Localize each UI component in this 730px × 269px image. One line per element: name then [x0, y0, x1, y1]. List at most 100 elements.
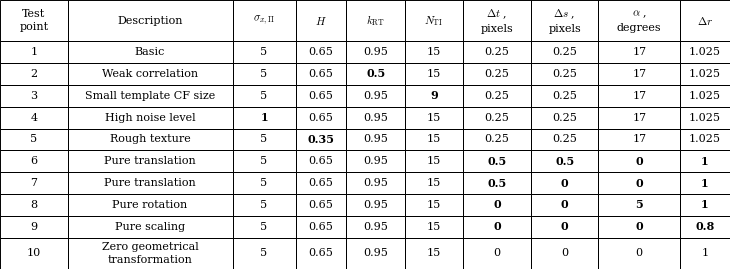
Bar: [531, 172, 599, 194]
Bar: [405, 107, 464, 129]
Bar: [680, 238, 730, 269]
Text: 1.025: 1.025: [689, 134, 721, 144]
Bar: [347, 172, 405, 194]
Text: 0.65: 0.65: [309, 178, 334, 188]
Bar: [405, 238, 464, 269]
Bar: [296, 129, 347, 150]
Bar: [405, 129, 464, 150]
Text: $k_{\mathrm{RT}}$: $k_{\mathrm{RT}}$: [366, 13, 385, 28]
Text: 17: 17: [632, 47, 646, 57]
Text: 0.35: 0.35: [307, 134, 334, 145]
Bar: [68, 107, 233, 129]
Text: 5: 5: [261, 178, 268, 188]
Bar: [347, 41, 405, 63]
Bar: [680, 0, 730, 41]
Text: Pure scaling: Pure scaling: [115, 222, 185, 232]
Bar: [296, 172, 347, 194]
Bar: [0, 172, 68, 194]
Text: 5: 5: [261, 248, 268, 258]
Bar: [0, 85, 68, 107]
Text: 17: 17: [632, 134, 646, 144]
Bar: [233, 194, 296, 216]
Bar: [680, 107, 730, 129]
Bar: [599, 41, 680, 63]
Bar: [233, 0, 296, 41]
Bar: [599, 172, 680, 194]
Text: 5: 5: [261, 134, 268, 144]
Text: 7: 7: [31, 178, 37, 188]
Text: 5: 5: [261, 69, 268, 79]
Text: 0.25: 0.25: [485, 47, 510, 57]
Text: Pure rotation: Pure rotation: [112, 200, 188, 210]
Bar: [531, 85, 599, 107]
Bar: [233, 85, 296, 107]
Text: 0.25: 0.25: [552, 69, 577, 79]
Text: 15: 15: [427, 113, 441, 123]
Bar: [296, 0, 347, 41]
Bar: [405, 194, 464, 216]
Bar: [0, 0, 68, 41]
Text: 0.25: 0.25: [485, 91, 510, 101]
Bar: [68, 41, 233, 63]
Text: 5: 5: [261, 91, 268, 101]
Bar: [233, 216, 296, 238]
Text: 5: 5: [261, 156, 268, 166]
Bar: [0, 41, 68, 63]
Text: High noise level: High noise level: [105, 113, 196, 123]
Text: Zero geometrical
transformation: Zero geometrical transformation: [101, 242, 199, 264]
Text: 0.25: 0.25: [552, 113, 577, 123]
Bar: [296, 194, 347, 216]
Bar: [680, 216, 730, 238]
Text: 5: 5: [261, 47, 268, 57]
Bar: [68, 150, 233, 172]
Text: 6: 6: [30, 156, 37, 166]
Text: 1.025: 1.025: [689, 91, 721, 101]
Bar: [680, 172, 730, 194]
Bar: [405, 0, 464, 41]
Bar: [347, 194, 405, 216]
Text: 0.25: 0.25: [485, 113, 510, 123]
Text: 0.65: 0.65: [309, 113, 334, 123]
Text: 15: 15: [427, 222, 441, 232]
Text: 0: 0: [635, 221, 643, 232]
Text: 5: 5: [635, 199, 643, 210]
Text: 9: 9: [30, 222, 37, 232]
Bar: [464, 216, 531, 238]
Bar: [347, 238, 405, 269]
Bar: [0, 63, 68, 85]
Text: $N_{\mathrm{TI}}$: $N_{\mathrm{TI}}$: [424, 14, 444, 27]
Text: 0.65: 0.65: [309, 47, 334, 57]
Text: 0: 0: [493, 199, 501, 210]
Bar: [405, 172, 464, 194]
Text: 0.95: 0.95: [364, 222, 388, 232]
Bar: [296, 150, 347, 172]
Bar: [680, 129, 730, 150]
Bar: [599, 85, 680, 107]
Text: 0.25: 0.25: [552, 91, 577, 101]
Text: $\Delta r$: $\Delta r$: [697, 15, 713, 27]
Bar: [68, 129, 233, 150]
Text: 0.95: 0.95: [364, 134, 388, 144]
Bar: [347, 63, 405, 85]
Text: 0.25: 0.25: [485, 134, 510, 144]
Bar: [680, 85, 730, 107]
Text: 1: 1: [702, 156, 709, 167]
Text: 15: 15: [427, 248, 441, 258]
Bar: [531, 107, 599, 129]
Text: 1.025: 1.025: [689, 69, 721, 79]
Bar: [464, 85, 531, 107]
Bar: [464, 172, 531, 194]
Text: 2: 2: [30, 69, 37, 79]
Bar: [296, 238, 347, 269]
Text: 15: 15: [427, 47, 441, 57]
Bar: [347, 0, 405, 41]
Text: 0.5: 0.5: [488, 178, 507, 189]
Text: 0.25: 0.25: [485, 69, 510, 79]
Bar: [405, 150, 464, 172]
Bar: [531, 216, 599, 238]
Bar: [464, 63, 531, 85]
Text: 0: 0: [635, 178, 643, 189]
Bar: [233, 172, 296, 194]
Text: 0.65: 0.65: [309, 91, 334, 101]
Bar: [680, 41, 730, 63]
